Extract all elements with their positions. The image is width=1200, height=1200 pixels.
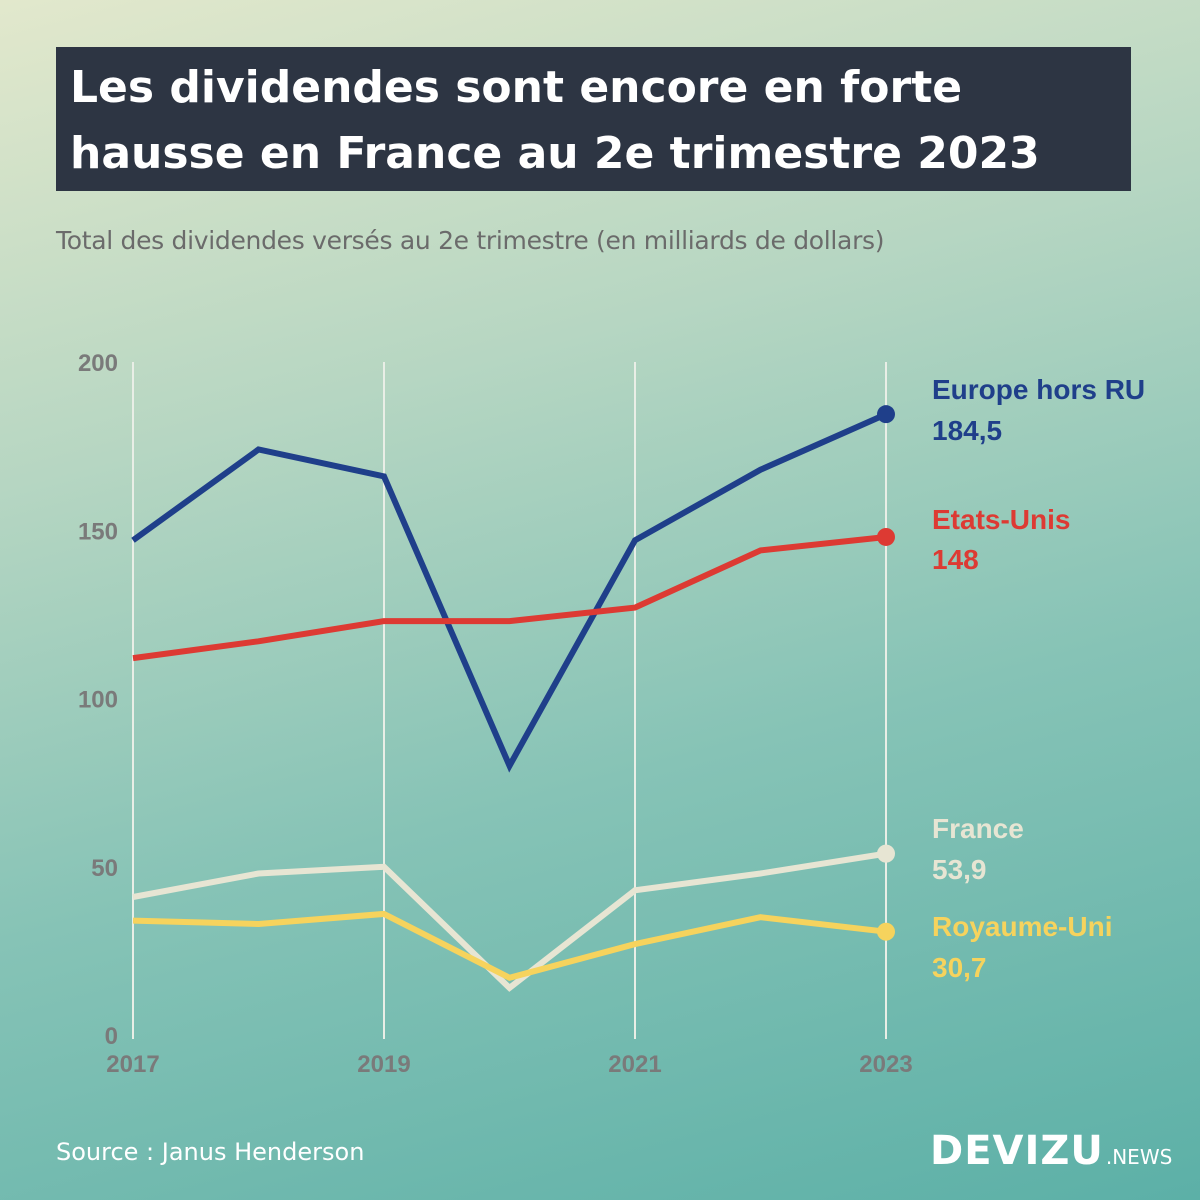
source-note: Source : Janus Henderson	[56, 1138, 365, 1166]
end-point-france	[877, 844, 895, 863]
series-label-france: France	[932, 813, 1024, 844]
series-line-europe-hors-ru	[131, 411, 888, 773]
y-tick-label-100: 100	[78, 687, 118, 714]
x-tick-label-2023: 2023	[859, 1051, 912, 1078]
series-label-royaume-uni: Royaume-Uni	[932, 911, 1112, 942]
y-tick-label-150: 150	[78, 518, 118, 545]
end-point-etats-unis	[877, 527, 895, 546]
title-banner: Les dividendes sont encore en forte haus…	[56, 47, 1131, 191]
y-tick-label-50: 50	[91, 855, 118, 882]
brand-logo-main: DEVIZU	[930, 1128, 1104, 1174]
series-line-etats-unis	[132, 534, 887, 662]
x-tick-label-2019: 2019	[357, 1051, 410, 1078]
x-tick-label-2017: 2017	[106, 1051, 159, 1078]
end-point-europe-hors-ru	[877, 405, 895, 424]
brand-logo: DEVIZU .NEWS	[930, 1128, 1172, 1174]
chart-subtitle: Total des dividendes versés au 2e trimes…	[56, 226, 885, 255]
data-label-etats-unis: 148	[932, 544, 979, 575]
series-line-royaume-uni	[132, 910, 887, 981]
data-label-france: 53,9	[932, 854, 987, 885]
end-point-royaume-uni	[877, 922, 895, 941]
brand-logo-suffix: .NEWS	[1105, 1145, 1173, 1169]
chart-title-line-2: hausse en France au 2e trimestre 2023	[70, 128, 1040, 179]
chart-title-line-1: Les dividendes sont encore en forte	[70, 62, 963, 113]
data-label-europe-hors-ru: 184,5	[932, 415, 1002, 446]
y-tick-label-0: 0	[105, 1023, 118, 1050]
series-line-france	[132, 850, 887, 992]
series-label-etats-unis: Etats-Unis	[932, 504, 1070, 535]
series-label-europe-hors-ru: Europe hors RU	[932, 374, 1145, 405]
data-label-royaume-uni: 30,7	[932, 952, 987, 983]
y-tick-label-200: 200	[78, 350, 118, 377]
x-tick-label-2021: 2021	[608, 1051, 661, 1078]
